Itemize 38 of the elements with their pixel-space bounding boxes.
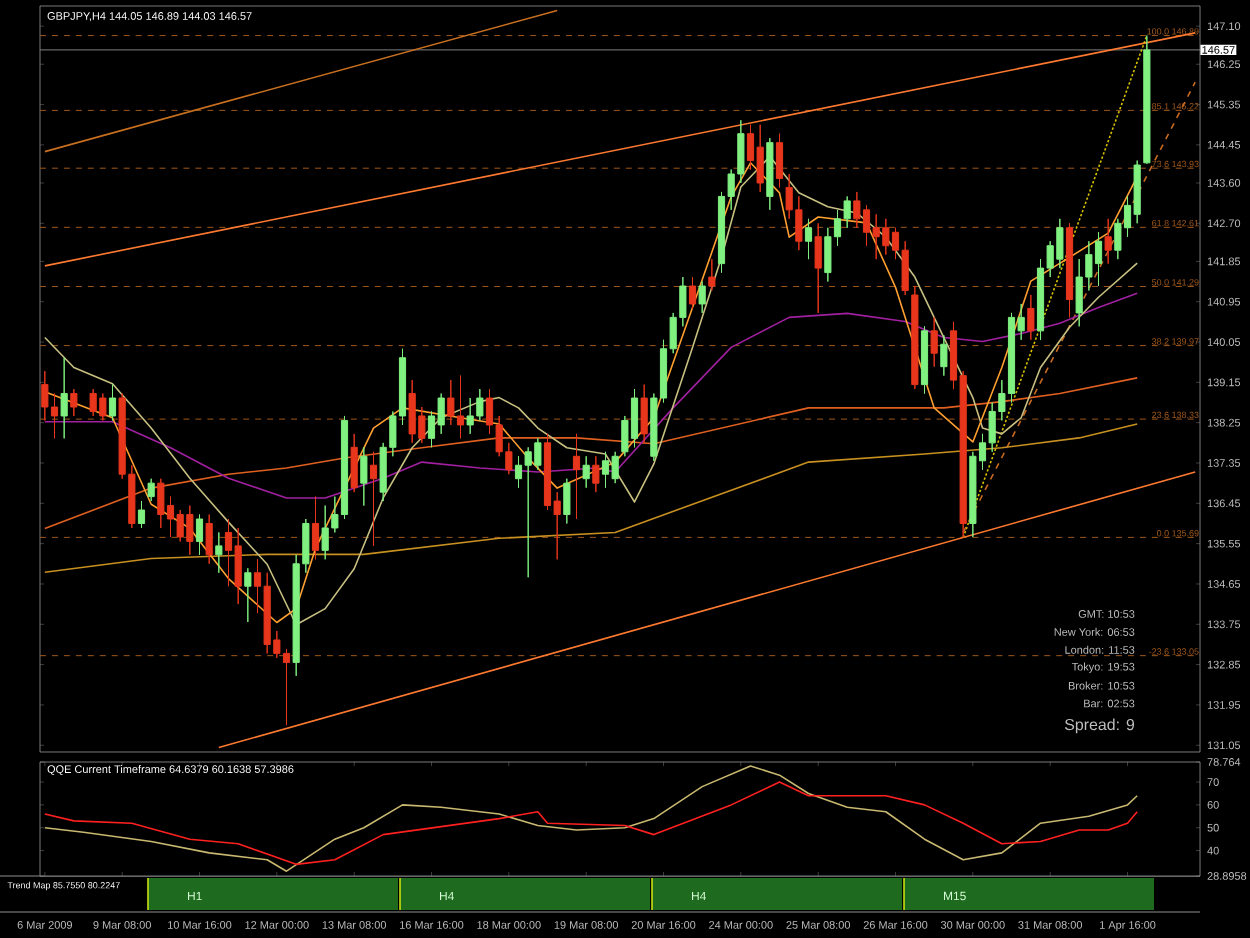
candlestick: [70, 388, 78, 417]
candlestick: [911, 285, 919, 390]
candlestick: [582, 455, 590, 489]
line-series: [44, 765, 1138, 872]
line-series: [44, 781, 1138, 866]
candlestick: [60, 357, 68, 439]
candlestick: [1065, 222, 1074, 318]
candlestick: [369, 451, 378, 547]
candlestick: [766, 137, 774, 211]
candlestick: [804, 218, 813, 260]
candlestick: [205, 514, 213, 565]
candlestick: [775, 133, 784, 188]
candlestick: [350, 433, 358, 493]
line-series: [44, 377, 1138, 530]
candlestick: [640, 384, 648, 444]
candlestick: [1104, 218, 1112, 265]
candlestick: [563, 478, 571, 524]
candlestick: [215, 531, 223, 574]
candlestick: [244, 567, 252, 623]
candlestick: [195, 514, 204, 556]
line-series: [44, 423, 1138, 574]
candlestick: [688, 276, 697, 309]
candlestick: [930, 316, 938, 368]
candlestick: [592, 455, 600, 493]
candlestick: [920, 325, 929, 395]
candlestick: [698, 281, 706, 314]
candlestick: [108, 384, 117, 421]
candlestick: [1027, 294, 1035, 341]
line-series: [44, 292, 1138, 499]
candlestick: [360, 446, 368, 507]
candlestick: [1143, 35, 1151, 165]
candlestick: [940, 334, 948, 377]
candlestick: [311, 496, 320, 560]
candlestick: [572, 433, 581, 520]
candlestick: [137, 500, 146, 529]
candlestick: [147, 478, 155, 502]
candlestick: [814, 222, 822, 314]
candlestick: [708, 258, 716, 291]
